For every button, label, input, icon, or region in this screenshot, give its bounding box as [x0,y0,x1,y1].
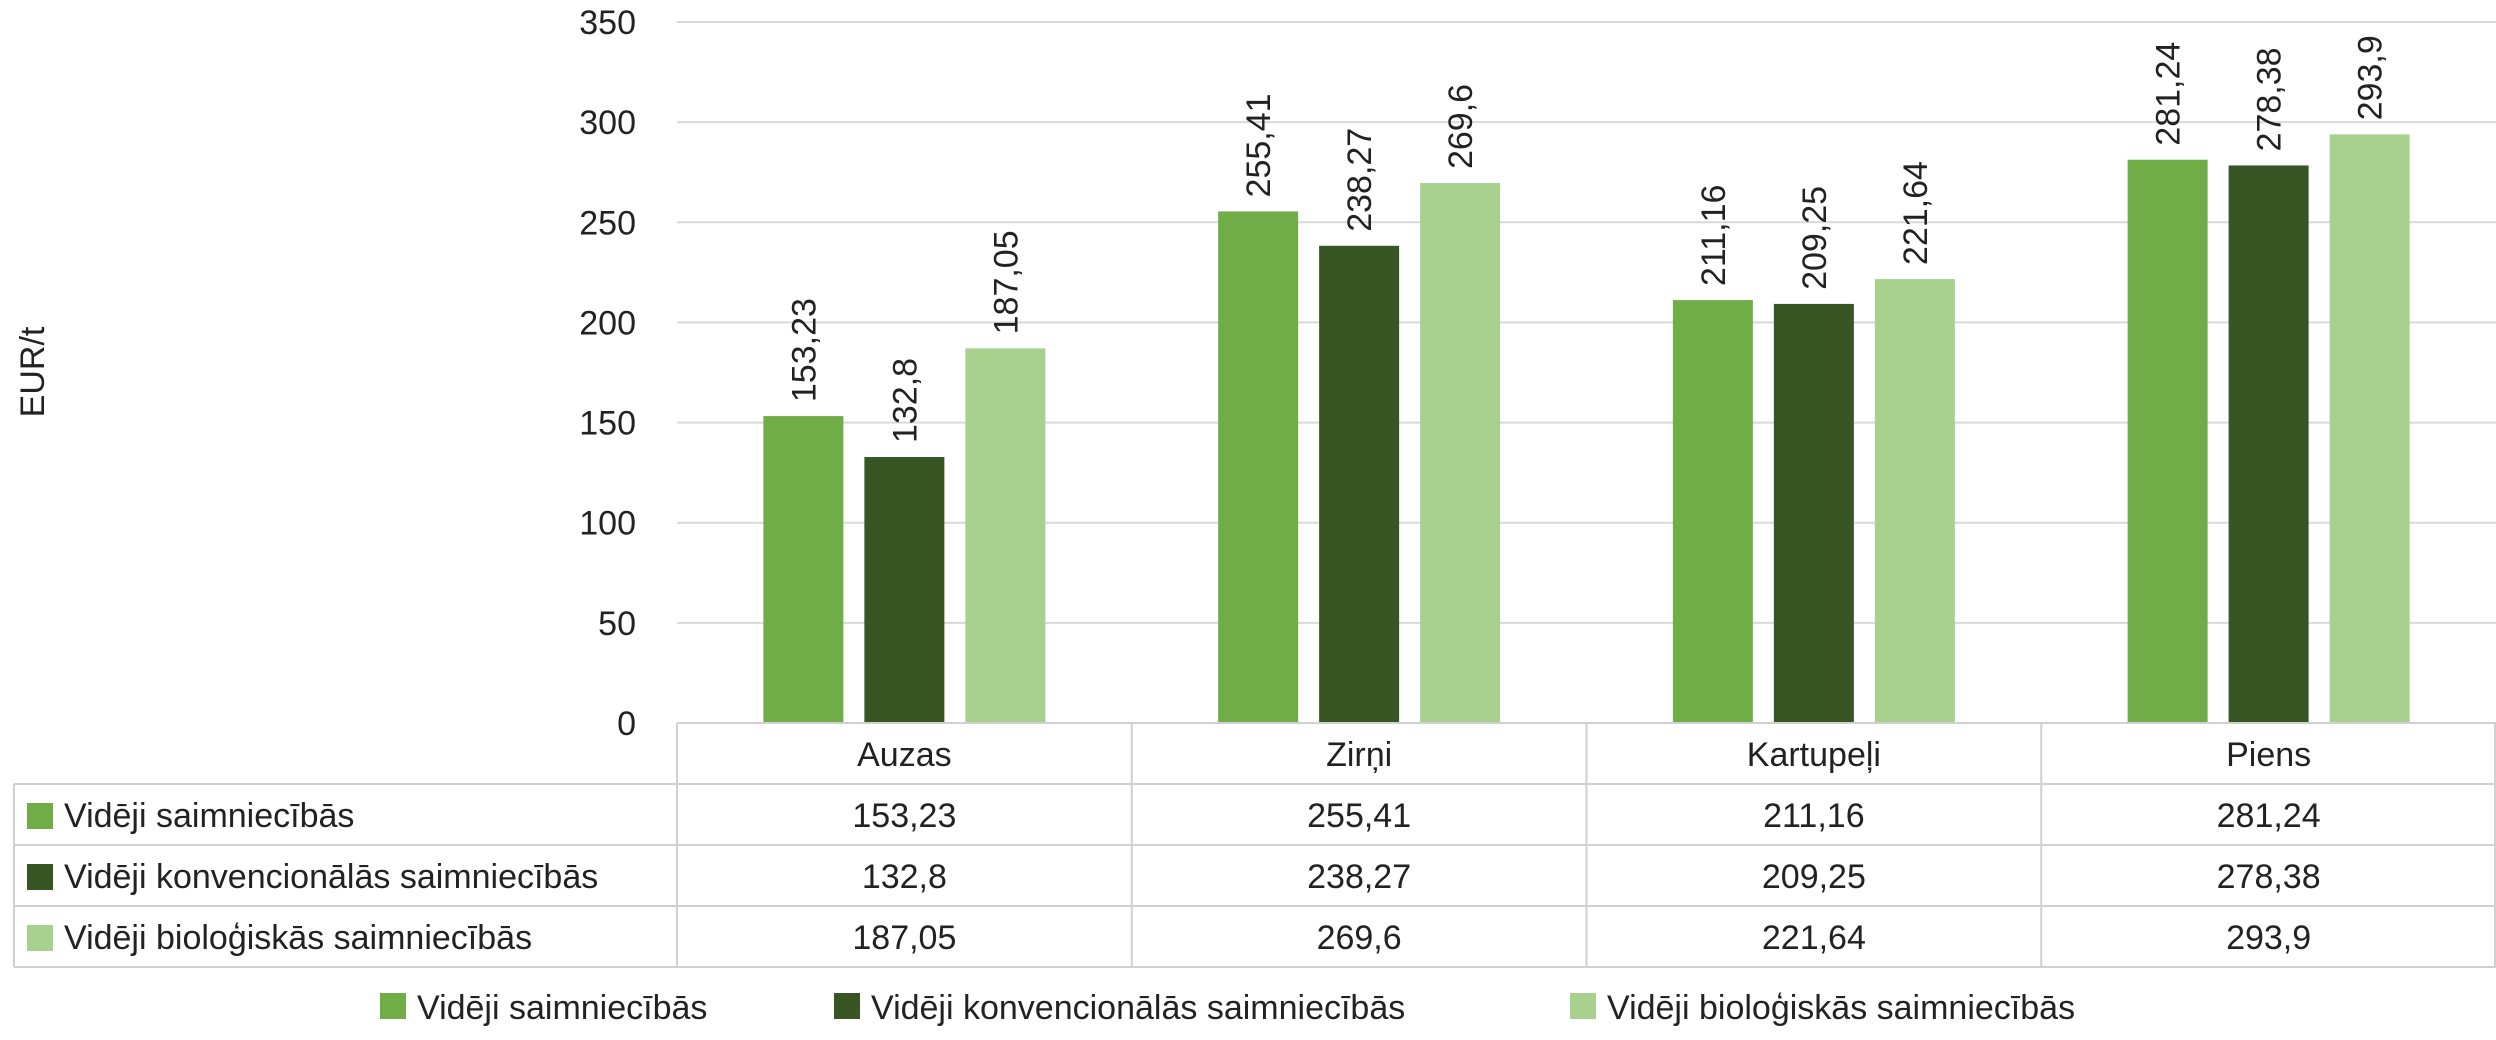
bar [965,348,1046,723]
data-label: 132,8 [886,358,924,443]
data-label: 187,05 [987,230,1025,334]
data-label: 211,16 [1695,185,1733,286]
data-label: 209,25 [1796,186,1834,290]
bar [1218,211,1299,723]
table-cell: 211,16 [1763,797,1864,835]
legend-label: Vidēji konvencionālās saimniecībās [871,989,1405,1027]
y-tick-label: 300 [579,104,636,142]
legend-label: Vidēji bioloģiskās saimniecībās [1607,989,2075,1027]
y-tick-label: 250 [579,204,636,242]
bar [1420,183,1501,723]
table-row-label: Vidēji konvencionālās saimniecībās [64,858,598,896]
data-label: 221,64 [1897,161,1935,265]
legend-swatch [834,993,860,1019]
table-cell: 221,64 [1762,919,1866,957]
table-cell: 278,38 [2217,858,2321,896]
legend-key [27,864,53,890]
legend-key [27,803,53,829]
y-tick-label: 50 [598,605,636,643]
table-cell: 132,8 [862,858,947,896]
table-cell: 269,6 [1317,919,1402,957]
data-label: 255,41 [1240,93,1278,197]
legend-key [27,925,53,951]
x-category-label: Kartupeļi [1747,736,1881,774]
bar [1874,279,1955,723]
y-tick-label: 100 [579,505,636,543]
legend-label: Vidēji saimniecībās [417,989,707,1027]
data-label: 293,9 [2352,35,2390,120]
data-label: 281,24 [2150,42,2188,146]
table-cell: 209,25 [1762,858,1866,896]
table-cell: 238,27 [1307,858,1411,896]
y-tick-label: 0 [617,705,636,743]
table-cell: 281,24 [2217,797,2321,835]
y-tick-label: 350 [579,4,636,42]
bar [1773,303,1854,723]
x-category-label: Auzas [857,736,952,774]
bar [2329,134,2410,723]
data-label: 238,27 [1341,128,1379,232]
table-cell: 293,9 [2226,919,2311,957]
data-label: 153,23 [785,298,823,402]
y-tick-label: 200 [579,304,636,342]
data-label: 269,6 [1442,84,1480,169]
table-cell: 255,41 [1307,797,1411,835]
table-cell: 187,05 [852,919,956,957]
bar [1319,245,1400,723]
y-tick-label: 150 [579,405,636,443]
table-cell: 153,23 [852,797,956,835]
bar [864,457,945,723]
legend-swatch [380,993,406,1019]
legend-swatch [1570,993,1596,1019]
y-axis-label: EUR/t [14,326,52,417]
data-label: 278,38 [2251,47,2289,151]
bar [763,416,844,723]
table-row-label: Vidēji bioloģiskās saimniecībās [64,919,532,957]
bar [1672,300,1753,723]
bar [2228,165,2309,723]
bar [2127,159,2208,724]
x-category-label: Piens [2226,736,2311,774]
x-category-label: Zirņi [1326,736,1392,774]
table-row-label: Vidēji saimniecībās [64,797,354,835]
